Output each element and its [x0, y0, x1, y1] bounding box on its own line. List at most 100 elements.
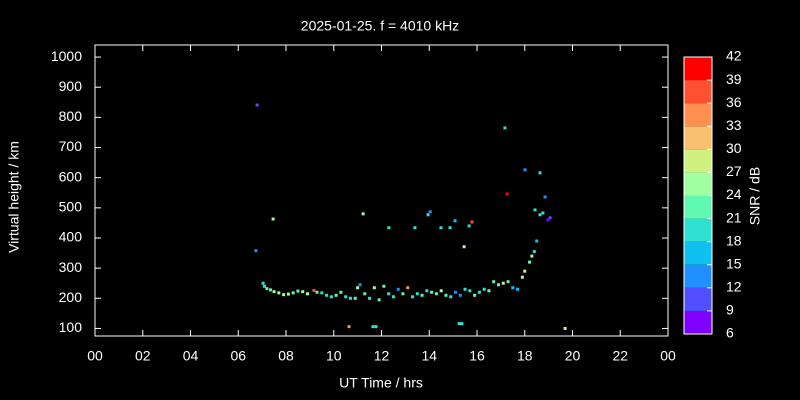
data-point: [449, 295, 453, 299]
colorbar-band: [684, 310, 712, 334]
data-point: [387, 226, 391, 230]
x-tick-label: 22: [612, 348, 628, 364]
data-point: [468, 289, 472, 293]
y-tick-label: 500: [59, 199, 83, 215]
data-point: [492, 280, 496, 284]
data-point: [546, 218, 550, 222]
colorbar-tick-label: 21: [726, 209, 742, 225]
data-point: [301, 290, 305, 294]
data-point: [434, 292, 438, 296]
y-axis-label: Virtual height / km: [6, 141, 22, 253]
chart-title: 2025-01-25. f = 4010 kHz: [301, 18, 459, 34]
y-tick-label: 800: [59, 108, 83, 124]
data-point: [538, 171, 542, 175]
data-point: [535, 239, 539, 243]
data-point: [277, 291, 281, 295]
y-tick-label: 900: [59, 78, 83, 94]
data-point: [282, 293, 286, 297]
data-point: [487, 289, 491, 293]
colorbar-tick-label: 12: [726, 279, 742, 295]
data-point: [426, 213, 430, 217]
data-point: [358, 283, 362, 287]
colorbar-tick-label: 18: [726, 232, 742, 248]
data-point: [523, 168, 527, 172]
data-point: [533, 208, 537, 212]
data-point: [511, 286, 515, 290]
data-point: [467, 224, 471, 228]
y-tick-label: 700: [59, 138, 83, 154]
data-point: [254, 249, 258, 253]
data-point: [506, 280, 510, 284]
x-tick-label: 06: [230, 348, 246, 364]
data-point: [406, 286, 410, 290]
data-point: [462, 245, 466, 249]
data-point: [428, 210, 432, 214]
data-point: [454, 290, 458, 294]
data-point: [361, 212, 365, 216]
colorbar-band: [684, 126, 712, 150]
colorbar-band: [684, 218, 712, 242]
data-point: [548, 216, 552, 220]
data-point: [425, 289, 429, 293]
colorbar-tick-label: 27: [726, 163, 742, 179]
data-point: [344, 295, 348, 299]
data-point: [291, 291, 295, 295]
colorbar-tick-label: 36: [726, 94, 742, 110]
data-point: [444, 293, 448, 297]
data-point: [368, 296, 372, 300]
data-point: [271, 217, 275, 221]
data-point: [312, 288, 316, 292]
data-point: [401, 292, 405, 296]
data-point: [268, 288, 272, 292]
data-point: [296, 289, 300, 293]
data-point: [363, 292, 367, 296]
colorbar-tick-label: 6: [726, 325, 734, 341]
data-point: [387, 292, 391, 296]
x-tick-label: 00: [87, 348, 103, 364]
data-point: [439, 289, 443, 293]
colorbar-band: [684, 172, 712, 196]
x-tick-label: 16: [469, 348, 485, 364]
data-point: [463, 287, 467, 291]
data-point: [347, 325, 351, 329]
data-point: [503, 126, 507, 130]
colorbar-band: [684, 264, 712, 288]
x-tick-label: 20: [565, 348, 581, 364]
data-point: [261, 281, 265, 285]
colorbar-tick-label: 30: [726, 140, 742, 156]
x-tick-label: 00: [660, 348, 676, 364]
colorbar-band: [684, 241, 712, 265]
data-point: [501, 281, 505, 285]
x-tick-label: 12: [374, 348, 390, 364]
data-point: [538, 213, 542, 217]
data-point: [482, 287, 486, 291]
colorbar-tick-label: 15: [726, 255, 742, 271]
data-point: [470, 220, 474, 224]
data-point: [286, 292, 290, 296]
data-point: [272, 290, 276, 294]
data-point: [382, 284, 386, 288]
data-point: [411, 295, 415, 299]
data-point: [265, 287, 269, 291]
data-point: [339, 290, 343, 294]
colorbar-band: [684, 195, 712, 219]
y-tick-label: 300: [59, 259, 83, 275]
data-point: [396, 287, 400, 291]
x-tick-label: 14: [421, 348, 437, 364]
data-point: [391, 295, 395, 299]
colorbar-label: SNR / dB: [747, 167, 763, 225]
data-point: [505, 192, 509, 196]
data-point: [371, 325, 375, 329]
data-point: [374, 325, 378, 329]
data-point: [439, 226, 443, 230]
data-point: [496, 283, 500, 287]
y-tick-label: 600: [59, 168, 83, 184]
data-point: [541, 211, 545, 215]
x-tick-label: 04: [183, 348, 199, 364]
data-point: [255, 103, 259, 107]
data-point: [305, 292, 309, 296]
data-point: [528, 260, 532, 264]
colorbar-tick-label: 33: [726, 117, 742, 133]
